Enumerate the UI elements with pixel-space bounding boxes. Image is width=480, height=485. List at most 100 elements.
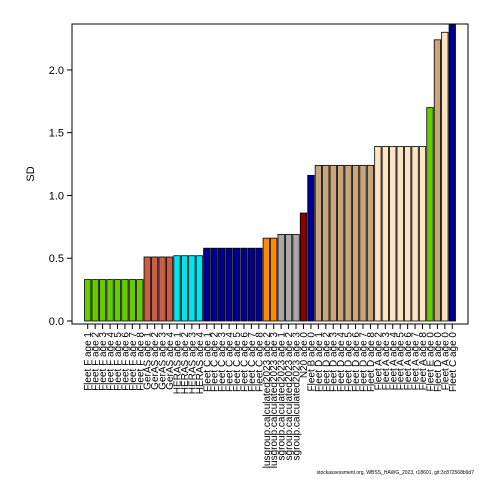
bar	[173, 255, 181, 322]
bar	[329, 164, 337, 322]
x-tick-label: GerAS age 1	[143, 332, 154, 390]
bar	[396, 146, 404, 322]
x-tick-label: Fleet A age 3	[381, 332, 392, 391]
x-tick-label: Fleet C age 6	[239, 332, 250, 392]
y-tick-label: 2.0	[49, 65, 64, 77]
bar	[448, 24, 456, 322]
y-tick-label: 0.0	[49, 316, 64, 328]
bar	[91, 279, 99, 322]
x-tick-label: Fleet C age 0	[448, 332, 459, 392]
x-tick-label: HERAS age 4	[195, 332, 206, 395]
bar	[314, 164, 322, 322]
bar	[158, 256, 166, 322]
bar	[351, 164, 360, 322]
bar	[262, 237, 270, 322]
bar	[418, 146, 427, 322]
x-tick-label: Fleet F age 3	[98, 332, 109, 391]
bar	[284, 233, 293, 322]
x-tick-label: Fleet E age 0	[425, 332, 436, 392]
x-tick-label: Fleet D age 8	[366, 332, 377, 392]
x-tick-label: Fleet F age 4	[106, 332, 117, 391]
x-tick-label: Fleet B age 0	[306, 332, 317, 392]
bar	[426, 107, 434, 322]
x-tick-label: Fleet F age 8	[135, 332, 146, 391]
footnote: stockassessment.org, WBSS_HAWG_2023, r18…	[316, 470, 474, 476]
x-tick-label: Fleet D age 4	[336, 332, 347, 392]
x-tick-label: Fleet A age 5	[396, 332, 407, 391]
bar	[404, 146, 412, 322]
x-tick-label: Fleet D age 5	[344, 332, 355, 392]
bar	[143, 256, 151, 322]
x-tick-label: GerAS age 2	[150, 332, 161, 390]
bar	[299, 212, 308, 322]
x-tick-label: Fleet D age 2	[321, 332, 332, 392]
y-tick-label: 0.5	[49, 253, 64, 265]
bar	[247, 247, 255, 322]
x-tick-label: Fleet D age 0	[433, 332, 444, 392]
x-tick-label: Fleet D age 6	[351, 332, 362, 392]
bar	[307, 174, 315, 322]
bar	[106, 279, 114, 322]
x-tick-label: Fleet A age 6	[403, 332, 414, 391]
bar	[374, 146, 382, 322]
bar	[270, 237, 278, 322]
x-tick-label: Fleet C age 5	[232, 332, 243, 392]
bar	[433, 39, 442, 322]
x-tick-label: Fleet A age 0	[440, 332, 451, 391]
x-tick-label: Fleet C age 7	[247, 332, 258, 392]
bar	[188, 255, 196, 322]
x-tick-label: Fleet C age 2	[210, 332, 221, 392]
bar	[411, 146, 419, 322]
bar	[359, 164, 367, 322]
bar	[441, 31, 449, 322]
y-axis-label: SD	[25, 166, 37, 181]
bar	[99, 279, 107, 322]
x-tick-label: Fleet C age 1	[202, 332, 213, 392]
x-tick-label: Fleet F age 2	[91, 332, 102, 391]
bar	[113, 279, 122, 322]
bar	[292, 233, 300, 322]
bar	[195, 255, 203, 322]
x-tick-label: HERAS age 3	[187, 332, 198, 395]
bar	[84, 279, 92, 322]
x-tick-label: Fleet F age 6	[120, 332, 131, 391]
x-tick-label: sgroup.calculated2023 age 3	[292, 332, 303, 461]
bar	[203, 247, 211, 322]
x-tick-label: Fleet A age 2	[373, 332, 384, 391]
y-tick-label: 1.5	[49, 128, 64, 140]
x-tick-label: GerAS age 4	[165, 332, 176, 390]
x-tick-label: Fleet F age 7	[128, 332, 139, 391]
bar	[136, 279, 144, 322]
x-tick-label: lusgroup.calculated2023 age 3	[269, 332, 280, 469]
bar	[277, 233, 285, 322]
x-tick-label: lusgroup.calculated2023 age 2	[262, 332, 273, 469]
x-tick-label: Fleet F age 5	[113, 332, 124, 391]
x-tick-label: Fleet C age 4	[225, 332, 236, 392]
bar	[337, 164, 345, 322]
x-tick-label: GerAS age 3	[158, 332, 169, 390]
x-tick-label: sgroup.calculated2023 age 2	[284, 332, 295, 461]
bar	[165, 256, 174, 322]
x-tick-label: sgroup.calculated2023 age 1	[277, 332, 288, 461]
x-tick-label: HERAS age 2	[180, 332, 191, 395]
bar	[128, 279, 136, 322]
bar	[322, 164, 330, 322]
bar	[255, 247, 263, 322]
bar	[180, 255, 189, 322]
bar	[389, 146, 397, 322]
bar	[210, 247, 218, 322]
bar	[232, 247, 241, 322]
x-tick-label: Fleet C age 3	[217, 332, 228, 392]
bar	[225, 247, 233, 322]
x-tick-label: Fleet A age 4	[388, 332, 399, 391]
x-tick-label: Fleet C age 8	[254, 332, 265, 392]
x-tick-label: Fleet F age 1	[83, 332, 94, 391]
y-tick-label: 1.0	[49, 190, 64, 202]
bar	[381, 146, 389, 322]
x-tick-label: HERAS age 1	[173, 332, 184, 395]
x-tick-label: Fleet A age 7	[411, 332, 422, 391]
x-tick-label: Fleet D age 7	[359, 332, 370, 392]
plot-frame	[71, 23, 469, 325]
